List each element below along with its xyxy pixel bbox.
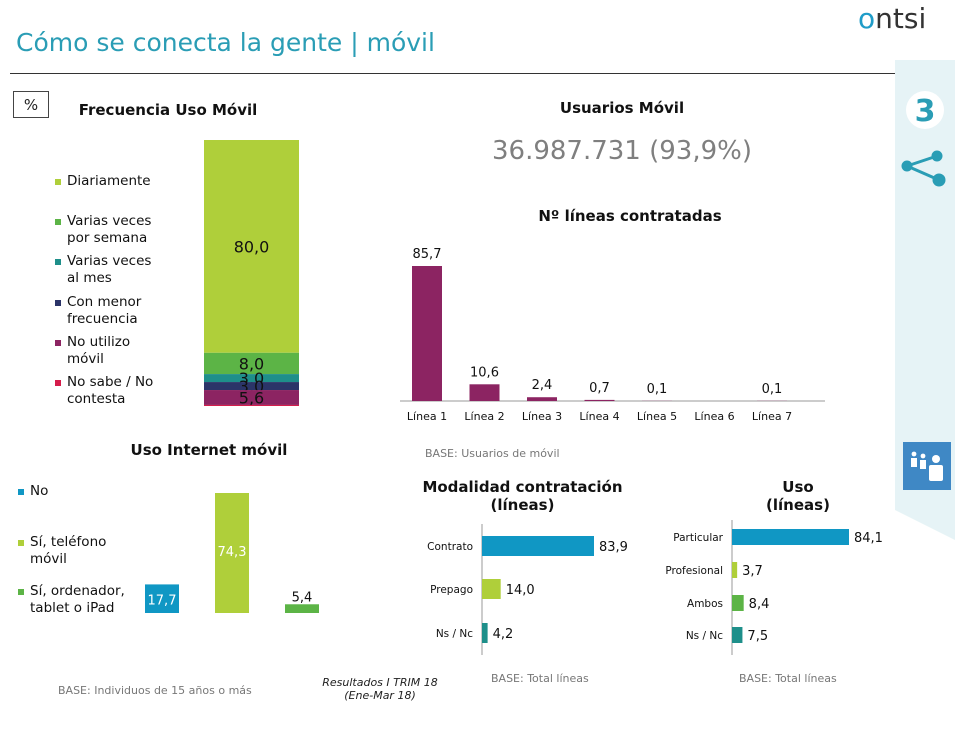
usage-tick-4: Ns / Nc: [686, 630, 723, 642]
results-period-line1: Resultados I TRIM 18: [322, 676, 438, 689]
freq-legend-item-6: No sabe / No contesta: [55, 374, 153, 408]
lines-tick-2: Línea 2: [464, 410, 504, 423]
usage-value-3: 8,4: [749, 597, 770, 612]
logo-text: ntsi: [875, 2, 927, 35]
lines-value-2: 10,6: [470, 365, 499, 380]
internet-bar-3: [285, 604, 319, 613]
lines-value-3: 2,4: [532, 378, 553, 393]
contract-chart: Contrato 83,9 Prepago 14,0 Ns / Nc 4,2: [427, 524, 628, 655]
freq-legend-item-2: Varias veces por semana: [55, 213, 151, 247]
usage-value-4: 7,5: [747, 629, 768, 644]
contract-tick-1: Contrato: [427, 541, 473, 553]
lines-chart: 85,7 Línea 1 10,6 Línea 2 2,4 Línea 3 0,7 Línea…: [400, 247, 825, 423]
usage-bar-4: [732, 627, 743, 643]
usage-chart-title: Uso (líneas): [748, 478, 848, 514]
freq-label-2: 8,0: [239, 354, 264, 373]
usage-tick-1: Particular: [673, 532, 723, 544]
lines-base-note: BASE: Usuarios de móvil: [425, 447, 560, 460]
logo-o: o: [858, 2, 876, 35]
users-value: 36.987.731 (93,9%): [491, 136, 752, 166]
section-badge: [906, 91, 944, 129]
internet-value-3: 5,4: [292, 590, 313, 605]
people-icon-tile[interactable]: [903, 442, 951, 490]
internet-bar-1: [145, 584, 179, 613]
usage-bar-3: [732, 595, 744, 611]
usage-tick-2: Profesional: [665, 565, 723, 577]
freq-segment-1: [204, 140, 299, 353]
lines-tick-4: Línea 4: [579, 410, 619, 423]
internet-chart: 17,7 74,3 5,4: [145, 493, 319, 613]
contract-bar-3: [482, 623, 488, 643]
usage-value-2: 3,7: [742, 564, 763, 579]
page-title: Cómo se conecta la gente | móvil: [16, 28, 435, 57]
internet-bar-2: [215, 493, 249, 613]
internet-legend-item-1: No: [18, 483, 48, 500]
usage-title-line1: Uso: [782, 478, 814, 496]
people-icon: [911, 451, 943, 481]
contract-title-line2: (líneas): [490, 496, 555, 514]
lines-value-7: 0,1: [762, 382, 783, 397]
freq-legend-item-3: Varias veces al mes: [55, 253, 151, 287]
usage-value-1: 84,1: [854, 531, 883, 546]
contract-bar-2: [482, 579, 501, 599]
freq-chart-title: Frecuencia Uso Móvil: [78, 101, 258, 119]
contract-value-3: 4,2: [493, 627, 514, 642]
lines-bar-2: [469, 384, 500, 401]
section-number: 3: [915, 94, 936, 129]
freq-legend-item-5: No utilizo móvil: [55, 334, 130, 368]
ontsi-logo: ontsi: [858, 2, 926, 35]
lines-tick-7: Línea 7: [752, 410, 792, 423]
lines-value-5: 0,1: [647, 382, 668, 397]
internet-legend-item-2: Sí, teléfono móvil: [18, 534, 106, 568]
freq-segment-3: [204, 374, 299, 383]
freq-segment-2: [204, 352, 299, 375]
lines-bar-1: [412, 266, 442, 401]
lines-tick-3: Línea 3: [522, 410, 562, 423]
internet-base-note: BASE: Individuos de 15 años o más: [58, 684, 252, 697]
side-ribbon: 3: [895, 60, 955, 540]
contract-title-line1: Modalidad contratación: [422, 478, 623, 496]
lines-tick-6: Línea 6: [694, 410, 734, 423]
usage-bar-2: [732, 562, 738, 578]
freq-segment-4: [204, 382, 299, 391]
freq-segment-5: [204, 390, 299, 405]
contract-tick-3: Ns / Nc: [436, 628, 473, 640]
lines-value-1: 85,7: [413, 247, 442, 262]
contract-value-1: 83,9: [599, 540, 628, 555]
freq-legend-item-4: Con menor frecuencia: [55, 294, 141, 328]
usage-base-note: BASE: Total líneas: [739, 672, 837, 685]
internet-value-1: 17,7: [148, 593, 177, 608]
freq-segment-6: [204, 404, 299, 406]
lines-tick-5: Línea 5: [637, 410, 677, 423]
lines-value-4: 0,7: [589, 381, 610, 396]
usage-title-line2: (líneas): [766, 496, 830, 514]
lines-bar-4: [584, 399, 615, 401]
users-title: Usuarios Móvil: [559, 99, 685, 117]
results-period-note: Resultados I TRIM 18 (Ene-Mar 18): [300, 676, 460, 702]
contract-chart-title: Modalidad contratación (líneas): [410, 478, 635, 514]
lines-chart-title: Nº líneas contratadas: [538, 207, 722, 225]
contract-base-note: BASE: Total líneas: [491, 672, 589, 685]
internet-value-2: 74,3: [218, 545, 247, 560]
contract-value-2: 14,0: [506, 583, 535, 598]
internet-legend-item-3: Sí, ordenador, tablet o iPad: [18, 583, 125, 617]
freq-label-5: 5,6: [239, 388, 264, 407]
usage-bar-1: [732, 529, 849, 545]
usage-tick-3: Ambos: [687, 598, 723, 610]
unit-box: %: [13, 91, 49, 118]
internet-chart-title: Uso Internet móvil: [130, 441, 288, 459]
contract-bar-1: [482, 536, 594, 556]
share-icon: [901, 150, 946, 187]
lines-tick-1: Línea 1: [407, 410, 447, 423]
freq-chart: 80,08,03,03,05,6: [204, 140, 299, 407]
lines-bar-3: [527, 397, 557, 401]
freq-label-1: 80,0: [234, 237, 270, 256]
usage-chart: Particular 84,1 Profesional 3,7 Ambos 8,4 Ns /…: [665, 520, 883, 655]
contract-tick-2: Prepago: [430, 584, 473, 596]
freq-legend-item-1: Diariamente: [55, 173, 151, 190]
results-period-line2: (Ene-Mar 18): [344, 689, 416, 702]
title-divider: [10, 73, 942, 74]
